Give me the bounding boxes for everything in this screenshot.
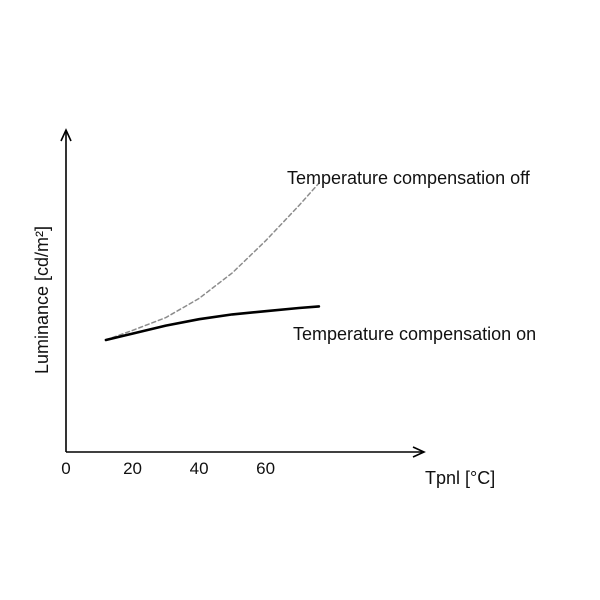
x-tick-label-60: 60 — [256, 459, 275, 478]
y-axis-arrow — [60, 128, 72, 142]
x-tick-label-20: 20 — [123, 459, 142, 478]
series-group — [104, 182, 321, 342]
x-axis-arrow — [412, 446, 426, 458]
annotation-compensation-off: Temperature compensation off — [287, 168, 531, 188]
x-tick-label-40: 40 — [190, 459, 209, 478]
annotation-compensation-on: Temperature compensation on — [293, 324, 536, 344]
x-axis-label: Tpnl [°C] — [425, 468, 495, 488]
series-line-compensation-on — [104, 305, 321, 342]
series-line-compensation-off — [105, 182, 320, 341]
y-axis-label: Luminance [cd/m²] — [32, 226, 52, 374]
x-tick-group: 0 20 40 60 — [61, 459, 275, 478]
x-tick-label-0: 0 — [61, 459, 70, 478]
